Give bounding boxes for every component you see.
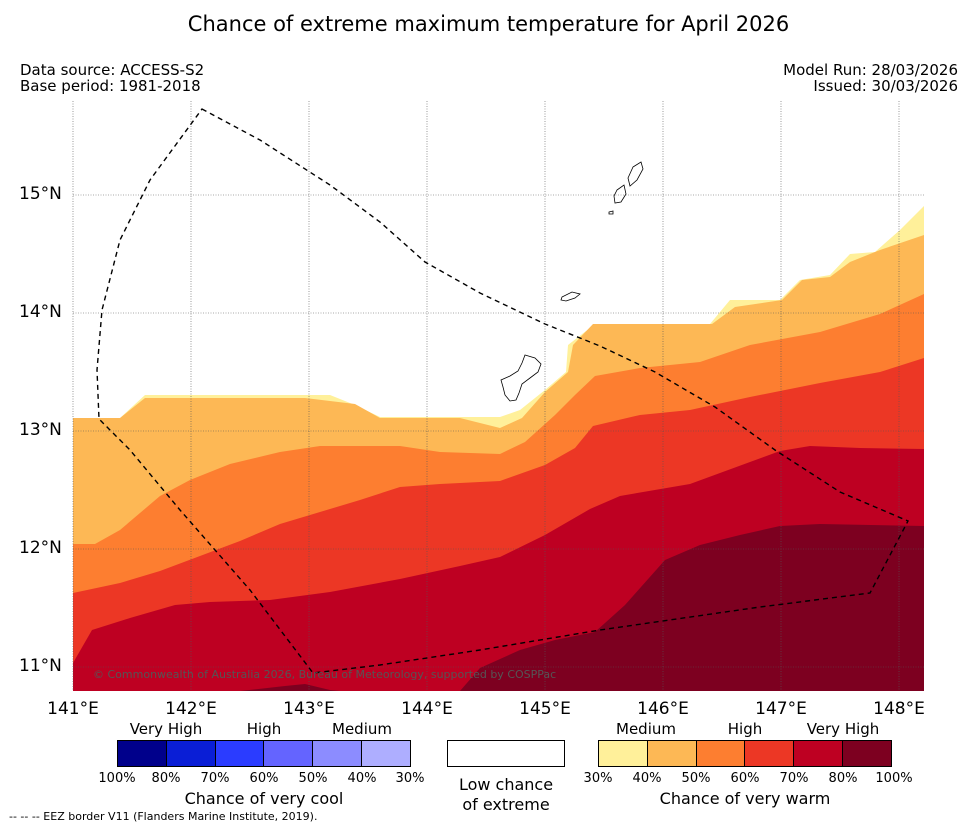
cool-label-very-high: Very High — [129, 720, 203, 738]
cool-swatch — [166, 741, 216, 766]
warm-pct: 50% — [681, 771, 711, 786]
warm-swatch — [599, 741, 648, 766]
cool-swatch — [362, 741, 410, 766]
warm-swatch — [696, 741, 746, 766]
band-80-100-west — [240, 684, 340, 691]
island-rota — [560, 291, 581, 302]
warm-pct: 60% — [730, 771, 760, 786]
warm-swatch — [794, 741, 844, 766]
lon-label: 142°E — [165, 699, 217, 719]
band-80-100 — [460, 524, 924, 691]
island-aguijan — [608, 210, 614, 215]
island-saipan — [627, 161, 644, 187]
warm-caption: Chance of very warm — [659, 789, 831, 808]
warm-pct: 70% — [779, 771, 809, 786]
cool-swatch — [215, 741, 265, 766]
warm-label-very-high: Very High — [806, 720, 880, 738]
issued-date: Issued: 30/03/2026 — [813, 77, 958, 95]
lon-label: 146°E — [637, 699, 689, 719]
cool-pct: 50% — [298, 771, 328, 786]
warm-swatch — [647, 741, 697, 766]
eez-border-note: -- -- -- EEZ border V11 (Flanders Marine… — [9, 810, 318, 823]
island-guam — [500, 354, 542, 402]
cool-label-high: High — [246, 720, 282, 738]
cool-swatch — [313, 741, 363, 766]
warm-swatch — [745, 741, 795, 766]
cool-pct: 60% — [249, 771, 279, 786]
lon-label: 143°E — [283, 699, 335, 719]
lat-label: 12°N — [19, 538, 62, 558]
warm-swatch — [843, 741, 891, 766]
cool-pct: 70% — [200, 771, 230, 786]
cool-colorbar — [117, 740, 411, 767]
lat-label: 13°N — [19, 420, 62, 440]
cool-pct: 80% — [151, 771, 181, 786]
island-tinian — [613, 184, 627, 204]
lon-label: 147°E — [755, 699, 807, 719]
model-run: Model Run: 28/03/2026 — [783, 61, 958, 79]
lon-label: 145°E — [519, 699, 571, 719]
warm-pct: 40% — [632, 771, 662, 786]
lat-label: 15°N — [19, 184, 62, 204]
warm-label-medium: Medium — [616, 720, 676, 738]
lat-label: 11°N — [19, 656, 62, 676]
warm-pct: 30% — [583, 771, 613, 786]
copyright-notice: © Commonwealth of Australia 2026, Bureau… — [93, 668, 557, 681]
graticule — [72, 101, 924, 691]
warm-pct: 100% — [875, 771, 913, 786]
data-source: Data source: ACCESS-S2 — [20, 61, 205, 79]
cool-caption: Chance of very cool — [184, 789, 344, 808]
cool-swatch — [264, 741, 314, 766]
low-chance-caption-line2: of extreme — [462, 795, 550, 814]
cool-pct: 30% — [395, 771, 425, 786]
cool-pct: 100% — [98, 771, 136, 786]
low-chance-caption-line1: Low chance — [458, 775, 554, 794]
cool-swatch — [118, 741, 167, 766]
warm-label-high: High — [727, 720, 763, 738]
eez-border — [96, 108, 909, 674]
cool-label-medium: Medium — [332, 720, 392, 738]
low-chance-swatch — [447, 740, 565, 767]
lon-label: 141°E — [47, 699, 99, 719]
lon-label: 148°E — [873, 699, 925, 719]
warm-colorbar — [598, 740, 892, 767]
lat-label: 14°N — [19, 302, 62, 322]
base-period: Base period: 1981-2018 — [20, 77, 201, 95]
cool-pct: 40% — [347, 771, 377, 786]
lon-label: 144°E — [401, 699, 453, 719]
page-title: Chance of extreme maximum temperature fo… — [187, 12, 790, 36]
warm-pct: 80% — [828, 771, 858, 786]
